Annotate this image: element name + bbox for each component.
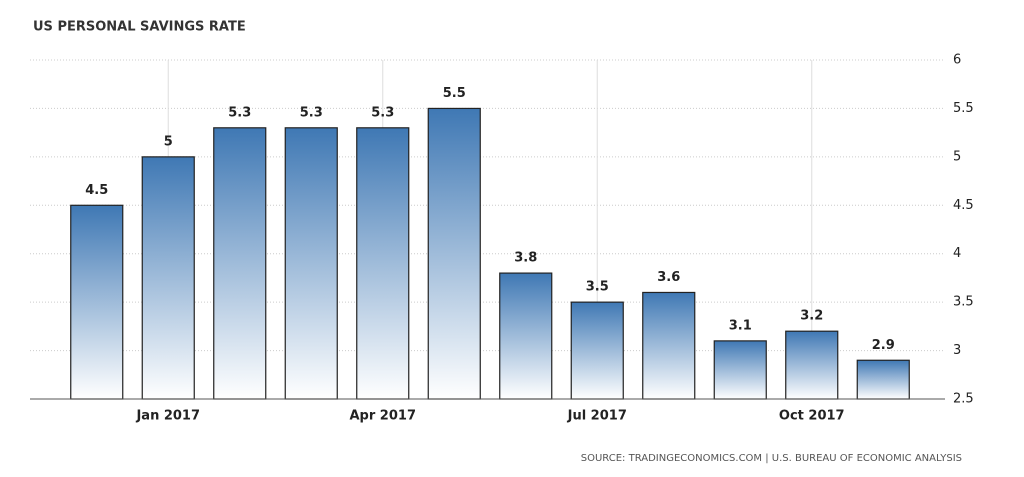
value-label: 2.9: [872, 338, 895, 353]
bar: [213, 127, 267, 400]
y-tick-label: 4: [953, 246, 961, 261]
y-tick-label: 6: [953, 53, 961, 68]
y-tick-label: 5.5: [953, 101, 974, 116]
bar: [284, 127, 338, 400]
bar: [356, 127, 410, 400]
value-label: 3.8: [514, 251, 537, 266]
x-tick-label: Oct 2017: [779, 409, 845, 424]
chart-title: US PERSONAL SAVINGS RATE: [33, 20, 246, 35]
y-tick-label: 3: [953, 343, 961, 358]
bar: [570, 301, 624, 400]
x-tick-label: Jul 2017: [567, 409, 627, 424]
bar: [785, 330, 839, 400]
value-label: 5.3: [300, 105, 323, 120]
bar: [141, 156, 195, 400]
value-label: 3.6: [657, 270, 680, 285]
bar: [70, 204, 124, 400]
y-tick-label: 4.5: [953, 198, 974, 213]
value-label: 3.1: [729, 318, 752, 333]
bar: [642, 291, 696, 400]
value-label: 3.2: [800, 309, 823, 324]
x-tick-label: Jan 2017: [135, 409, 200, 424]
bar: [499, 272, 553, 400]
value-label: 5.3: [228, 105, 251, 120]
value-label: 5: [164, 134, 173, 149]
value-label: 5.3: [371, 105, 394, 120]
bar: [856, 359, 910, 400]
value-label: 5.5: [443, 86, 466, 101]
bar: [427, 107, 481, 400]
y-tick-label: 5: [953, 149, 961, 164]
y-tick-label: 3.5: [953, 295, 974, 310]
x-tick-label: Apr 2017: [350, 409, 417, 424]
source-note: SOURCE: TRADINGECONOMICS.COM | U.S. BURE…: [581, 453, 962, 464]
value-label: 4.5: [85, 183, 108, 198]
value-label: 3.5: [586, 280, 609, 295]
y-tick-label: 2.5: [953, 392, 974, 407]
bar: [713, 340, 767, 400]
